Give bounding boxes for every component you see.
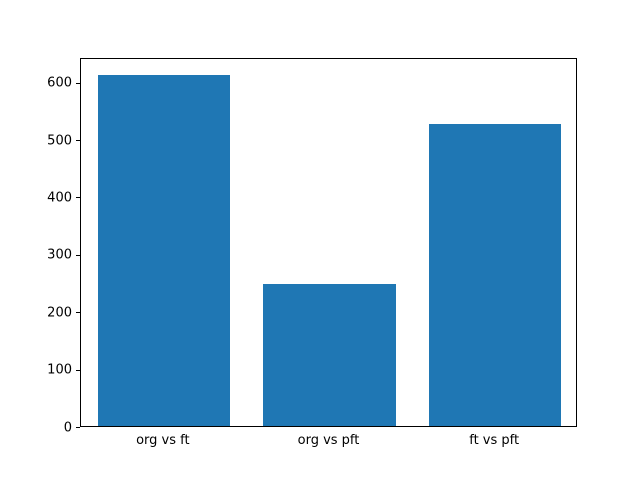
y-tick-mark — [76, 140, 80, 142]
y-tick-label: 400 — [47, 190, 72, 206]
y-tick-label: 200 — [47, 305, 72, 321]
y-tick-mark — [76, 369, 80, 371]
y-tick-mark — [76, 197, 80, 199]
plot-area — [80, 58, 577, 427]
y-tick-mark — [76, 312, 80, 314]
y-tick-label: 500 — [47, 133, 72, 149]
y-tick-label: 0 — [63, 420, 72, 435]
y-tick-label: 100 — [47, 362, 72, 378]
x-tick-label: org vs pft — [297, 433, 360, 448]
y-tick-mark — [76, 82, 80, 84]
bar-org-vs-pft — [263, 283, 396, 426]
bar-ft-vs-pft — [428, 123, 562, 426]
y-tick-mark — [76, 427, 80, 428]
y-tick-label: 600 — [47, 75, 72, 91]
y-tick-label: 300 — [47, 247, 72, 263]
bar-org-vs-ft — [97, 74, 231, 426]
x-tick-label: org vs ft — [136, 433, 190, 448]
y-tick-mark — [76, 254, 80, 256]
x-tick-label: ft vs pft — [469, 433, 520, 448]
